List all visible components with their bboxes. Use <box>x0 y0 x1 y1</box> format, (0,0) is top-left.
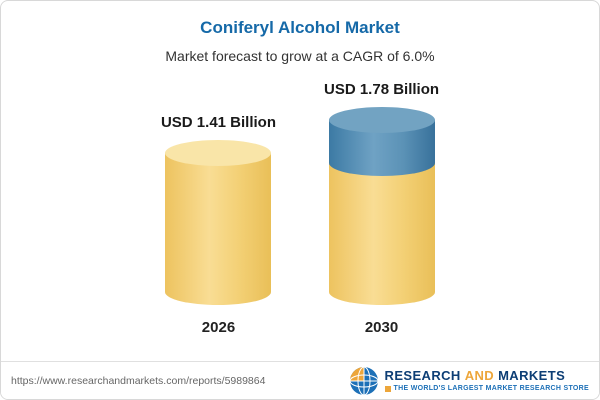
growth-segment-2030 <box>328 107 435 176</box>
logo-word-and: AND <box>464 367 495 383</box>
globe-icon <box>349 366 379 395</box>
chart-title: Coniferyl Alcohol Market <box>200 18 400 37</box>
bar-group-2030: USD 1.78 Billion 2030 <box>324 81 439 336</box>
logo-text: RESEARCH AND MARKETS THE WORLD'S LARGEST… <box>384 367 589 393</box>
bar-group-2026: USD 1.41 Billion 2026 <box>161 114 276 336</box>
cylinder-bar-2030 <box>328 107 435 305</box>
base-segment-2026 <box>165 140 272 305</box>
category-label-2030: 2030 <box>364 319 399 336</box>
logo-wordmark: RESEARCH AND MARKETS <box>384 367 566 383</box>
chart-subtitle: Market forecast to grow at a CAGR of 6.0… <box>165 48 435 64</box>
cylinder-top-ellipse <box>165 140 272 166</box>
value-label-2026: USD 1.41 Billion <box>160 114 276 131</box>
logo-word-markets: MARKETS <box>498 367 566 383</box>
cylinder-top-ellipse <box>328 107 435 133</box>
logo-tagline: THE WORLD'S LARGEST MARKET RESEARCH STOR… <box>393 385 589 393</box>
footer: https://www.researchandmarkets.com/repor… <box>1 361 599 399</box>
logo-tagline-row: THE WORLD'S LARGEST MARKET RESEARCH STOR… <box>384 385 589 393</box>
cylinder-bar-2026 <box>165 140 272 305</box>
logo-word-research: RESEARCH <box>384 367 461 383</box>
value-label-2030: USD 1.78 Billion <box>324 81 440 98</box>
source-url-link[interactable]: https://www.researchandmarkets.com/repor… <box>11 374 266 387</box>
chart-area: USD 1.41 Billion 2026 USD 1.78 Billion 2… <box>1 74 599 336</box>
category-label-2026: 2026 <box>201 319 236 336</box>
research-and-markets-logo: RESEARCH AND MARKETS THE WORLD'S LARGEST… <box>349 366 589 396</box>
tagline-bullet-square <box>384 385 391 392</box>
base-segment-2030 <box>328 160 435 305</box>
chart-header: Coniferyl Alcohol Market Market forecast… <box>1 1 599 64</box>
